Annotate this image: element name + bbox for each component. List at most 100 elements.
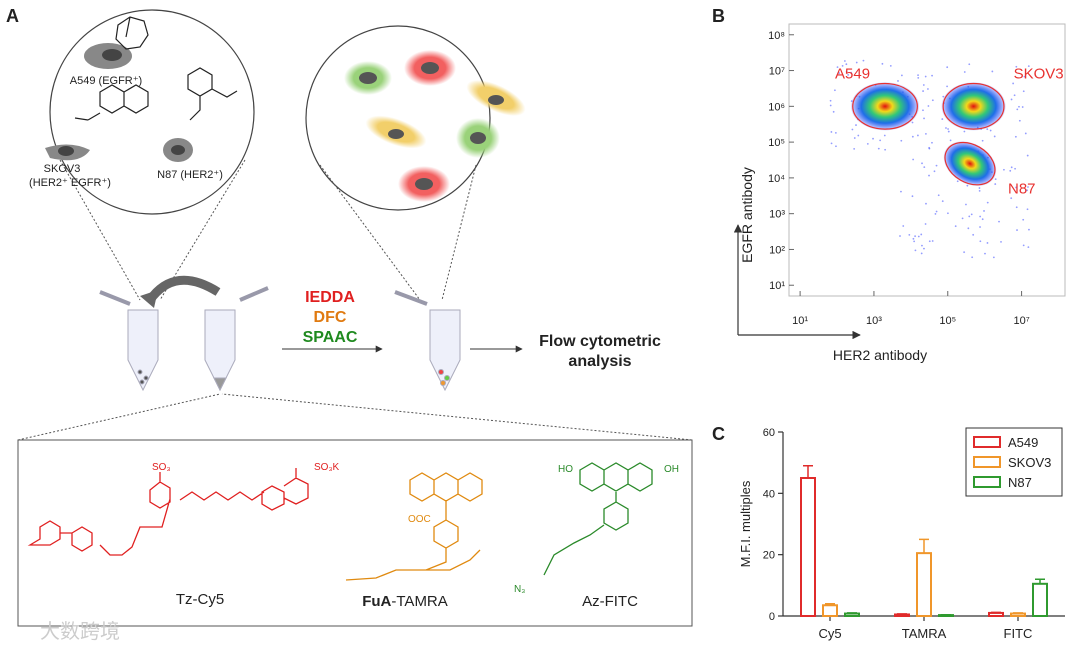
- event-dot: [832, 110, 835, 113]
- event-dot: [1009, 169, 1012, 172]
- event-dot: [970, 213, 973, 216]
- event-dot: [941, 200, 944, 203]
- event-dot: [853, 137, 856, 139]
- event-dot: [911, 195, 914, 198]
- event-dot: [850, 71, 853, 74]
- event-dot: [972, 233, 975, 236]
- probe-label-rest: -TAMRA: [391, 593, 447, 610]
- event-dot: [1022, 244, 1025, 247]
- event-dot: [917, 134, 919, 137]
- event-dot: [872, 137, 874, 140]
- population-density: [941, 82, 1006, 131]
- probe-label: Tz-Cy5: [176, 591, 224, 608]
- zoom-line: [441, 164, 477, 301]
- molecule-sketches: [74, 16, 238, 121]
- event-dot: [993, 135, 996, 138]
- event-dot: [908, 233, 911, 236]
- event-dot: [968, 63, 971, 66]
- event-dot: [1026, 208, 1029, 211]
- tubes: [99, 286, 461, 392]
- zoom-line: [17, 393, 221, 441]
- y-tick-label: 10⁷: [769, 66, 785, 78]
- atom-label: OOC: [408, 514, 431, 525]
- error-bar: [991, 611, 1001, 614]
- watermark: 大数跨境: [40, 620, 120, 643]
- event-dot: [1018, 105, 1020, 108]
- event-dot: [838, 72, 841, 74]
- event-dot: [935, 164, 938, 167]
- event-dot: [931, 99, 934, 102]
- event-dot: [830, 131, 833, 133]
- population-label: N87: [1008, 181, 1036, 198]
- event-dot: [991, 70, 994, 73]
- y-tick-label: 10⁵: [768, 137, 785, 149]
- y-tick-label: 10²: [769, 244, 785, 256]
- event-dot: [866, 142, 869, 145]
- zoom-line: [59, 159, 141, 301]
- panel-label: C: [712, 424, 725, 444]
- event-dot: [1026, 189, 1028, 192]
- event-dot: [923, 166, 926, 169]
- event-dot: [947, 130, 950, 133]
- bar: [822, 604, 838, 617]
- event-dot: [963, 130, 966, 133]
- event-dot: [855, 61, 858, 64]
- event-dot: [924, 75, 927, 78]
- event-dot: [1000, 240, 1002, 243]
- zoom-line: [221, 393, 693, 441]
- event-dot: [925, 202, 927, 205]
- panel-label: A: [6, 6, 19, 26]
- event-dot: [934, 213, 937, 215]
- event-dot: [942, 95, 945, 98]
- event-dot: [928, 240, 931, 243]
- event-dot: [937, 194, 940, 197]
- y-tick-label: 40: [763, 488, 775, 500]
- event-dot: [889, 65, 892, 67]
- event-dot: [857, 134, 860, 137]
- event-dot: [911, 121, 914, 124]
- population-density: [943, 141, 997, 186]
- event-dot: [900, 139, 903, 142]
- event-dot: [1023, 75, 1026, 78]
- event-dot: [933, 170, 936, 173]
- event-dot: [897, 80, 899, 82]
- error-bar: [847, 612, 857, 614]
- event-dot: [979, 215, 982, 218]
- error-bar: [1013, 612, 1023, 614]
- error-bar: [897, 613, 907, 615]
- event-dot: [899, 235, 901, 237]
- event-dot: [1022, 90, 1025, 93]
- event-dot: [917, 74, 919, 76]
- event-dot: [917, 235, 920, 238]
- event-dot: [945, 127, 947, 129]
- event-dot: [986, 201, 989, 204]
- y-tick-label: 10⁸: [768, 30, 785, 42]
- event-dot: [879, 139, 882, 142]
- zoom-line: [319, 164, 421, 301]
- event-dot: [834, 131, 837, 134]
- atom-label: SO₃: [152, 462, 171, 473]
- probe-label: Az-FITC: [582, 593, 638, 610]
- atom-label: HO: [558, 464, 573, 475]
- event-dot: [922, 90, 924, 92]
- cell-label: SKOV3: [44, 163, 81, 175]
- event-dot: [1014, 167, 1016, 170]
- event-dot: [1016, 229, 1018, 231]
- event-dot: [931, 240, 934, 242]
- atom-label: SO₃K: [314, 462, 340, 473]
- event-dot: [902, 225, 905, 227]
- error-bar: [803, 464, 813, 478]
- x-tick-label: TAMRA: [902, 626, 947, 641]
- event-dot: [931, 141, 933, 144]
- event-dot: [1016, 108, 1019, 111]
- y-axis-label: EGFR antibody: [739, 167, 755, 263]
- probe-structures: [27, 462, 653, 581]
- legend-label: N87: [1008, 475, 1032, 490]
- error-bar: [1035, 578, 1045, 584]
- event-dot: [1015, 206, 1018, 209]
- y-tick-label: 10⁴: [768, 173, 785, 185]
- event-dot: [1022, 218, 1025, 221]
- y-tick-label: 20: [763, 550, 775, 562]
- labeled-cells: [344, 50, 526, 202]
- event-dot: [978, 189, 981, 192]
